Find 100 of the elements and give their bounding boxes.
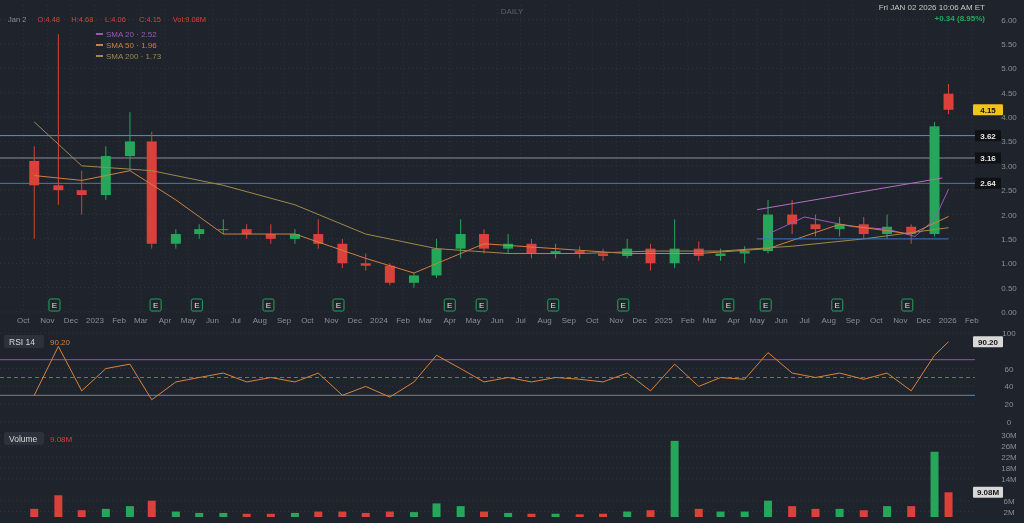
chart-title: RSI 14 [9,336,36,347]
letter-badge: E [262,298,275,312]
x-tick-label: Nov [609,316,624,325]
letter-badge: E [547,298,560,312]
letter-badge: E [149,298,162,312]
bar [77,510,86,517]
bar [338,511,347,517]
x-tick-label: Feb [680,316,696,325]
x-tick-label: 2024 [370,316,389,325]
bar [551,513,560,517]
y-tick-label: 3.00 [1001,161,1018,171]
letter-badge: E [901,298,914,312]
bar [694,508,703,517]
x-tick-label: Oct [301,316,315,325]
candlestick [455,218,466,259]
legend-label: SMA 20 · 2.52 [106,30,158,39]
annotation: +0.34 (8.95%) [934,14,986,23]
x-tick-label: Feb [396,316,411,325]
candlestick [810,214,821,237]
letter-badge: E [443,298,456,312]
candlestick [170,228,181,250]
x-tick-label: May [749,316,765,325]
letter-badge: E [617,298,630,312]
y-tick-label: 4.00 [1001,113,1018,123]
bar [859,510,868,517]
bar [195,512,204,517]
y-tick-label: 5.50 [1001,39,1018,49]
x-tick-label: Nov [893,316,908,325]
candlestick [337,238,348,269]
x-tick-label: Mar [418,316,433,325]
bar [527,513,536,517]
annotation: E [550,301,556,310]
bar [670,440,679,517]
x-tick-label: Dec [347,316,362,325]
x-tick-label: Aug [821,316,836,325]
x-tick-label: Oct [585,316,600,325]
candlestick [53,33,64,206]
x-tick-label: Sep [561,316,577,325]
ref-line-label: 3.62 [980,131,997,141]
y-tick-label: 0.50 [1001,283,1018,293]
candlestick [384,262,395,286]
text: 9.08M [976,488,1000,498]
annotation: Fri JAN 02 2026 10:06 AM ET [878,3,986,12]
letter-badge: E [48,298,61,312]
y-tick-label: 2.50 [1001,186,1018,196]
bar [599,513,608,517]
bar [764,500,773,517]
y-tick-label: 30M [1001,431,1018,441]
ref-line-label: 3.16 [980,154,997,164]
annotation: E [725,301,731,310]
bar [944,492,953,517]
x-tick-label: Dec [63,316,78,325]
bar [883,506,892,517]
x-tick-label: 2026 [938,316,958,325]
candlestick [124,111,135,172]
y-tick-label: 14M [1001,474,1018,484]
x-tick-label: Nov [40,316,55,325]
x-tick-label: Dec [632,316,647,325]
x-tick-label: Feb [964,316,980,325]
y-tick-label: 40 [1004,382,1014,392]
x-tick-label: Mar [133,316,149,325]
bar [646,510,655,517]
bar [504,512,513,517]
letter-badge: E [722,298,735,312]
y-tick-label: 3.50 [1001,137,1018,147]
x-tick-label: Mar [702,316,717,325]
bar [575,514,584,517]
bar [740,511,749,517]
x-tick-label: Feb [112,316,127,325]
annotation: E [834,301,840,310]
x-tick-label: Apr [727,316,741,325]
x-tick-label: Jul [230,316,242,325]
bar [835,508,844,517]
bar [314,511,323,517]
y-tick-label: 26M [1001,442,1018,452]
line-series [33,341,950,401]
annotation: E [763,301,769,310]
bar [266,513,275,517]
legend-label: SMA 200 · 1.73 [106,52,162,61]
bar [125,506,134,517]
bar [930,451,939,517]
chart-title: Volume [9,433,38,444]
x-tick-label: Oct [869,316,884,325]
annotation: E [620,301,626,310]
text: 4.15 [980,105,997,115]
letter-badge: E [475,298,488,312]
y-tick-label: 22M [1001,453,1018,463]
annotation: 9.08M [50,434,73,444]
x-tick-label: Jun [205,316,219,325]
bar [30,508,39,517]
bar [788,506,797,517]
bar [242,513,251,517]
bar [147,500,156,517]
x-tick-label: Dec [916,316,931,325]
bar [219,512,228,517]
bar [432,503,441,517]
y-tick-label: 20 [1004,400,1014,410]
candlestick [76,170,87,216]
x-tick-label: Apr [158,316,172,325]
x-tick-label: Oct [17,316,31,325]
